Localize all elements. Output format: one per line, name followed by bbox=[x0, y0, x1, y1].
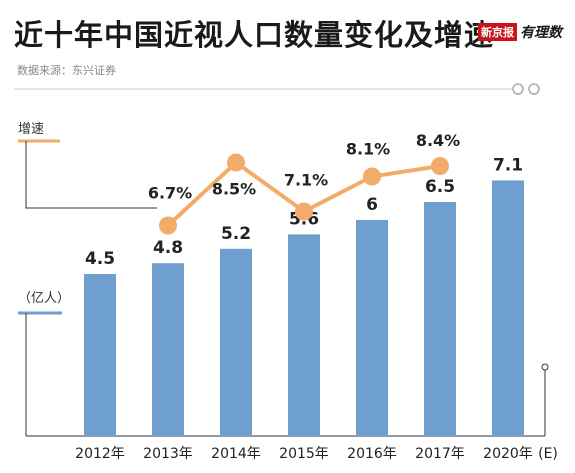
x-tick-label: 2017年 bbox=[415, 446, 465, 462]
x-tick-label: 2020年 bbox=[483, 446, 533, 462]
chart-title: 近十年中国近视人口数量变化及增速 bbox=[14, 18, 495, 52]
bar-value-label: 6 bbox=[366, 195, 378, 215]
bar bbox=[152, 263, 184, 436]
logo-black-text: 有理数 bbox=[520, 25, 562, 41]
logo-red-text: 新京报 bbox=[478, 23, 517, 41]
bar bbox=[424, 202, 456, 436]
brand-logo: 新京报 有理数 bbox=[478, 22, 562, 42]
x-tick-label: 2016年 bbox=[347, 446, 397, 462]
line-series-label: 增速 bbox=[18, 122, 44, 137]
growth-value-label: 6.7% bbox=[148, 184, 192, 203]
x-tick-label: 2012年 bbox=[75, 446, 125, 462]
data-source: 数据来源：东兴证券 bbox=[17, 64, 116, 77]
bar bbox=[356, 220, 388, 436]
growth-point bbox=[159, 216, 177, 235]
growth-point bbox=[227, 153, 245, 172]
growth-value-label: 8.4% bbox=[416, 131, 460, 150]
growth-point bbox=[363, 167, 381, 186]
x-tick-label: 2014年 bbox=[211, 446, 261, 462]
decor-circle-left bbox=[512, 83, 524, 95]
bar bbox=[84, 274, 116, 436]
growth-point bbox=[295, 202, 313, 221]
bar-value-label: 7.1 bbox=[493, 155, 523, 175]
growth-value-label: 8.5% bbox=[212, 180, 256, 199]
bar bbox=[220, 248, 252, 436]
bar-value-label: 6.5 bbox=[425, 177, 455, 197]
growth-point bbox=[431, 157, 449, 175]
growth-value-label: 8.1% bbox=[346, 140, 390, 159]
x-tick-suffix: (E) bbox=[538, 446, 558, 462]
line-layer: 6.7% 8.5% 7.1% 8.1% 8.4% bbox=[148, 131, 460, 235]
x-tick-label: 2015年 bbox=[279, 446, 329, 462]
bars-layer: 4.54.85.25.666.57.1 bbox=[84, 155, 524, 436]
x-tick-label: 2013年 bbox=[143, 446, 193, 462]
growth-value-label: 7.1% bbox=[284, 171, 328, 190]
x-axis-end-dot bbox=[541, 363, 549, 371]
bar-value-label: 5.2 bbox=[221, 224, 251, 244]
ticks-layer: 2012年 2013年 2014年 2015年 2016年 2017年 2020年 (E) bbox=[75, 446, 558, 462]
bar-series-label: （亿人） bbox=[18, 291, 70, 306]
bar-value-label: 4.8 bbox=[153, 238, 183, 258]
bar bbox=[492, 180, 524, 436]
bar-value-label: 4.5 bbox=[85, 249, 115, 269]
decor-circle-right bbox=[528, 83, 540, 95]
bar bbox=[288, 234, 320, 436]
line-series-bracket bbox=[25, 141, 157, 209]
